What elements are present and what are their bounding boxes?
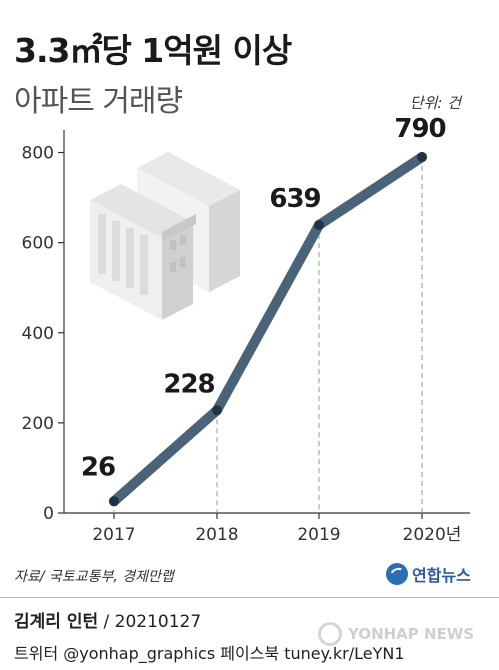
data-label: 26 <box>81 452 115 482</box>
line-chart: 0 200 400 600 800 2017 2018 2019 2020년 26 228 639 7… <box>22 114 470 545</box>
watermark-text: YONHAP NEWS <box>348 625 475 643</box>
x-tick-label: 2019 <box>297 525 340 545</box>
y-tick-label: 400 <box>22 324 54 344</box>
data-label: 228 <box>163 369 214 399</box>
chart-axes: 0 200 400 600 800 2017 2018 2019 2020년 <box>22 130 470 545</box>
source-note: 자료/ 국토교통부, 경제만랩 <box>14 569 174 585</box>
x-tick-label: 2018 <box>195 525 238 545</box>
data-labels: 26 228 639 790 <box>81 114 447 482</box>
author-name: 김계리 인턴 <box>14 612 99 632</box>
data-label: 639 <box>269 184 320 214</box>
credit-line: 김계리 인턴 / 20210127 <box>14 607 201 632</box>
series-line <box>109 152 427 507</box>
data-label: 790 <box>394 114 445 144</box>
watermark: YONHAP NEWS <box>318 622 474 646</box>
divider <box>0 597 499 598</box>
yonhap-logo-icon <box>386 563 408 585</box>
data-point <box>417 152 427 163</box>
chart-subtitle: 아파트 거래량 <box>14 84 183 119</box>
y-tick-label: 200 <box>22 414 54 434</box>
yonhap-logo: 연합뉴스 <box>386 562 471 586</box>
data-point <box>314 220 324 231</box>
social-links: 트위터 @yonhap_graphics 페이스북 tuney.kr/LeYN1 <box>14 644 405 663</box>
y-tick-label: 0 <box>43 504 54 524</box>
credit-date: / 20210127 <box>98 612 202 632</box>
y-tick-label: 600 <box>22 234 54 254</box>
x-tick-label: 2017 <box>92 525 135 545</box>
x-tick-label: 2020년 <box>403 525 462 545</box>
series-lines <box>109 152 427 507</box>
data-points <box>109 152 427 507</box>
logo-text: 연합뉴스 <box>412 566 471 585</box>
watermark-logo-icon <box>318 622 342 646</box>
y-tick-label: 800 <box>22 144 54 164</box>
apartment-buildings-icon <box>90 152 240 320</box>
data-point <box>109 496 119 507</box>
unit-label: 단위: 건 <box>409 94 461 112</box>
data-point <box>212 405 222 416</box>
chart-title: 3.3㎡당 1억원 이상 <box>14 31 292 70</box>
